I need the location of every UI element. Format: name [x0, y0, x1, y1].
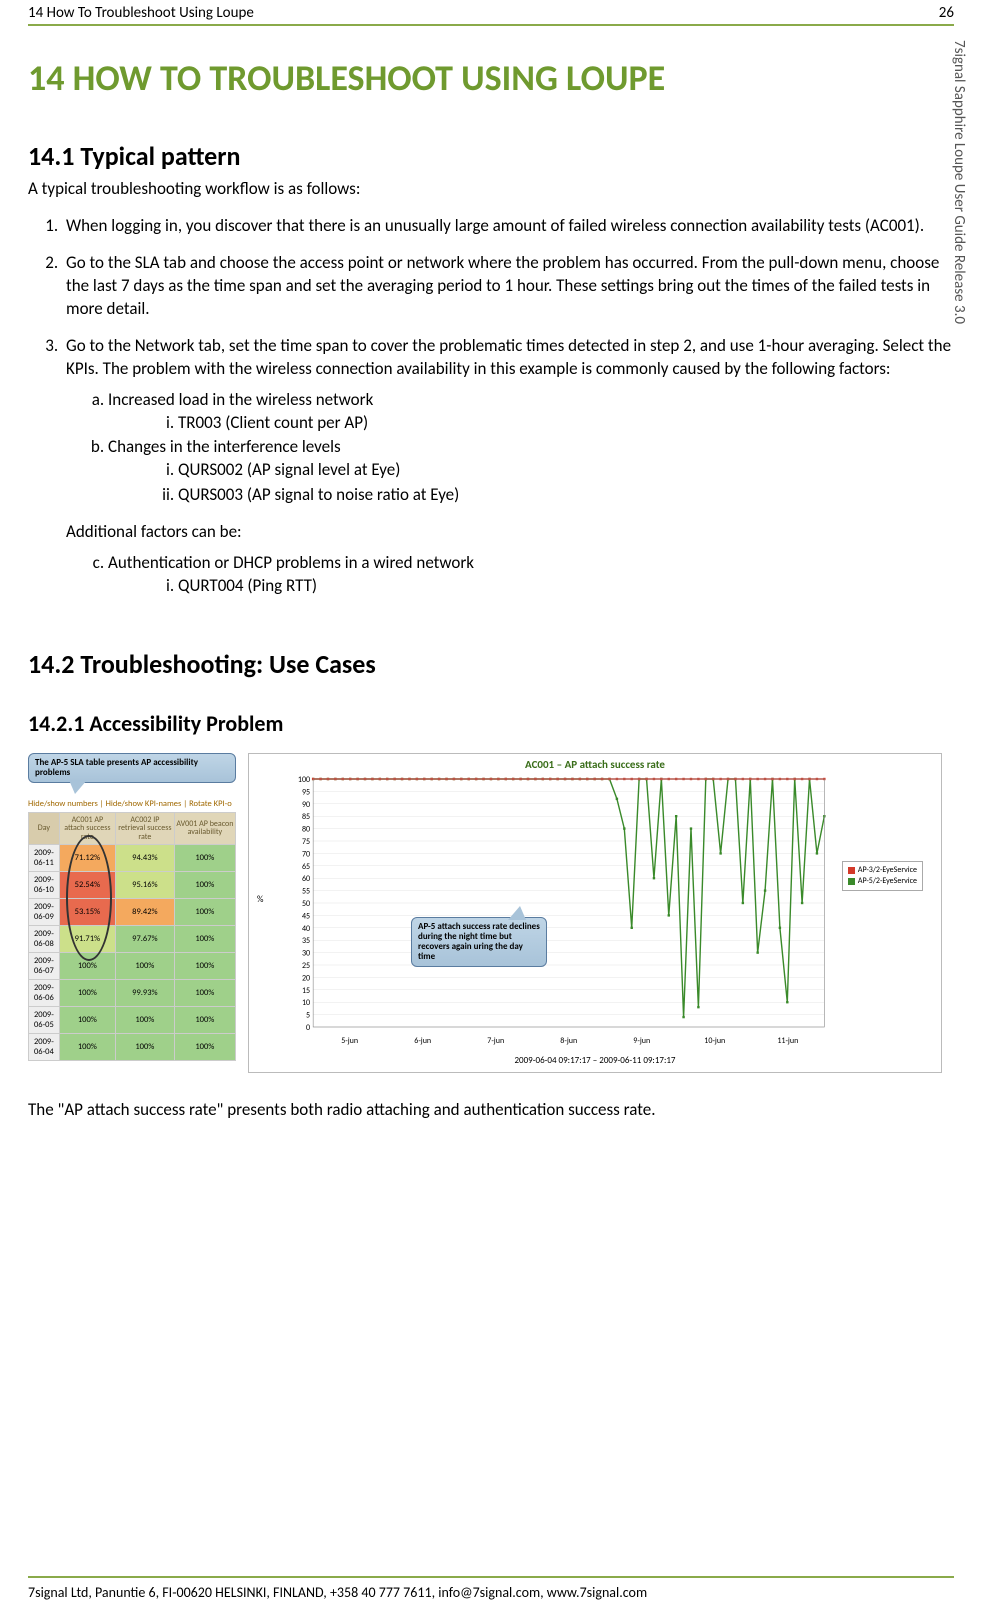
chart-x-caption: 2009-06-04 09:17:17 – 2009-06-11 09:17:1… — [249, 1055, 941, 1072]
sub-b-i: QURS002 (AP signal level at Eye) — [178, 459, 954, 482]
sub-c-label: Authentication or DHCP problems in a wir… — [108, 552, 474, 573]
svg-text:7-jun: 7-jun — [487, 1036, 504, 1046]
svg-text:25: 25 — [302, 961, 310, 971]
section-14-2-1-heading: 14.2.1 Accessibility Problem — [28, 710, 954, 737]
page-header: 14 How To Troubleshoot Using Loupe 26 — [28, 0, 954, 26]
svg-text:10: 10 — [302, 998, 310, 1008]
sub-a-label: Increased load in the wireless network — [108, 389, 373, 410]
svg-text:35: 35 — [302, 936, 310, 946]
sub-b: Changes in the interference levels QURS0… — [108, 436, 954, 507]
svg-text:95: 95 — [302, 787, 310, 797]
sla-links-bar: Hide/show numbers | Hide/show KPI-names … — [28, 799, 236, 809]
section-14-2-heading: 14.2 Troubleshooting: Use Cases — [28, 648, 954, 680]
page-footer: 7signal Ltd, Panuntie 6, FI-00620 HELSIN… — [28, 1576, 954, 1601]
sla-row: 2009-06-07100%100%100% — [29, 953, 236, 980]
sla-row: 2009-06-1171.12%94.43%100% — [29, 845, 236, 872]
legend-green-icon — [848, 878, 855, 885]
section-14-1-intro: A typical troubleshooting workflow is as… — [28, 178, 954, 201]
svg-text:10-jun: 10-jun — [704, 1036, 725, 1046]
svg-text:50: 50 — [302, 899, 310, 909]
svg-text:30: 30 — [302, 949, 310, 959]
section-14-1-heading: 14.1 Typical pattern — [28, 140, 954, 172]
chart-title: AC001 – AP attach success rate — [249, 754, 941, 775]
after-figure-text: The "AP attach success rate" presents bo… — [28, 1099, 954, 1122]
sla-row: 2009-06-0953.15%89.42%100% — [29, 899, 236, 926]
sub-b-ii: QURS003 (AP signal to noise ratio at Eye… — [178, 484, 954, 507]
svg-text:8-jun: 8-jun — [560, 1036, 577, 1046]
accessibility-figure: The AP-5 SLA table presents AP accessibi… — [28, 753, 954, 1073]
chart-svg: 0 5 10 15 20 25 30 35 40 45 50 55 60 65 70 75 80 85 90 95 10… — [287, 775, 931, 1051]
chart-callout-text: AP-5 attach success rate declines during… — [418, 921, 540, 962]
sub-c: Authentication or DHCP problems in a wir… — [108, 552, 954, 598]
sla-row: 2009-06-06100%99.93%100% — [29, 980, 236, 1007]
workflow-item-1: When logging in, you discover that there… — [62, 215, 954, 238]
sla-col-ac001: AC001 AP attach success rate — [59, 812, 115, 844]
sla-col-ac002: AC002 IP retrieval success rate — [115, 812, 174, 844]
chart-plot-area: 0 5 10 15 20 25 30 35 40 45 50 55 60 65 70 75 80 85 90 95 10… — [287, 775, 931, 1051]
svg-text:11-jun: 11-jun — [777, 1036, 798, 1046]
sla-col-day: Day — [29, 812, 60, 844]
svg-text:45: 45 — [302, 911, 310, 921]
legend-red-icon — [848, 867, 855, 874]
workflow-item-3: Go to the Network tab, set the time span… — [62, 335, 954, 598]
chart-callout: AP-5 attach success rate declines during… — [411, 917, 547, 967]
svg-text:65: 65 — [302, 862, 310, 872]
sub-a: Increased load in the wireless network T… — [108, 389, 954, 435]
svg-text:60: 60 — [302, 874, 310, 884]
svg-text:100: 100 — [298, 775, 310, 785]
sla-callout: The AP-5 SLA table presents AP accessibi… — [28, 753, 236, 783]
svg-text:5: 5 — [306, 1011, 310, 1021]
legend-green-label: AP-5/2-EyeService — [858, 876, 917, 887]
legend-red-label: AP-3/2-EyeService — [858, 865, 917, 876]
workflow-list: When logging in, you discover that there… — [28, 215, 954, 598]
svg-text:9-jun: 9-jun — [633, 1036, 650, 1046]
svg-text:0: 0 — [306, 1023, 310, 1033]
svg-text:5-jun: 5-jun — [341, 1036, 358, 1046]
svg-text:20: 20 — [302, 973, 310, 983]
svg-text:85: 85 — [302, 812, 310, 822]
svg-text:90: 90 — [302, 800, 310, 810]
svg-text:75: 75 — [302, 837, 310, 847]
sla-col-av001: AV001 AP beacon availability — [174, 812, 235, 844]
chart-y-label: % — [257, 894, 263, 905]
sub-a-i: TR003 (Client count per AP) — [178, 412, 954, 435]
sub-c-i: QURT004 (Ping RTT) — [178, 575, 954, 598]
sla-row: 2009-06-05100%100%100% — [29, 1007, 236, 1034]
header-right: 26 — [939, 4, 954, 22]
sla-table-block: The AP-5 SLA table presents AP accessibi… — [28, 753, 236, 1061]
workflow-item-2: Go to the SLA tab and choose the access … — [62, 252, 954, 321]
svg-text:55: 55 — [302, 887, 310, 897]
svg-text:40: 40 — [302, 924, 310, 934]
chapter-title: 14 HOW TO TROUBLESHOOT USING LOUPE — [28, 56, 954, 100]
header-left: 14 How To Troubleshoot Using Loupe — [28, 4, 254, 22]
sla-row: 2009-06-0891.71%97.67%100% — [29, 926, 236, 953]
sla-row: 2009-06-04100%100%100% — [29, 1034, 236, 1061]
workflow-item-3-text: Go to the Network tab, set the time span… — [66, 335, 951, 379]
sla-table: Day AC001 AP attach success rate AC002 I… — [28, 812, 236, 1061]
chart-legend: AP-3/2-EyeService AP-5/2-EyeService — [842, 861, 923, 891]
additional-factors-text: Additional factors can be: — [66, 521, 954, 544]
sub-b-label: Changes in the interference levels — [108, 436, 341, 457]
svg-text:15: 15 — [302, 986, 310, 996]
sla-row: 2009-06-1052.54%95.16%100% — [29, 872, 236, 899]
svg-text:6-jun: 6-jun — [414, 1036, 431, 1046]
chart-block: AC001 – AP attach success rate % 0 5 10 15 2… — [248, 753, 942, 1073]
side-document-title: 7signal Sapphire Loupe User Guide Releas… — [950, 40, 968, 324]
sla-callout-text: The AP-5 SLA table presents AP accessibi… — [35, 757, 198, 778]
svg-text:80: 80 — [302, 825, 310, 835]
svg-text:70: 70 — [302, 849, 310, 859]
